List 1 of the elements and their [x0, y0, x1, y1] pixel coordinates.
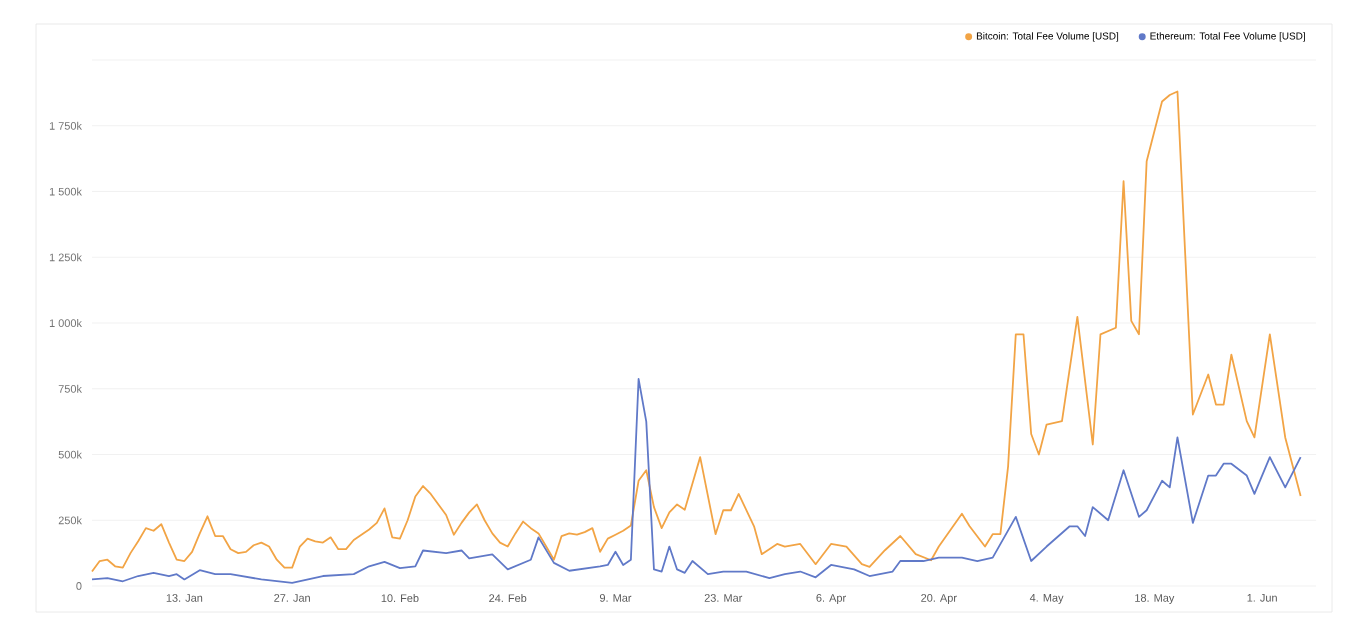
line-series	[91, 378, 1302, 584]
